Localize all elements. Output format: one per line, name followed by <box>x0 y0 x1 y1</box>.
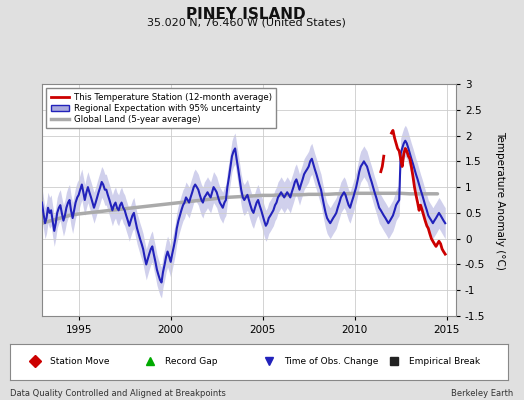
Text: Empirical Break: Empirical Break <box>409 357 480 366</box>
Legend: This Temperature Station (12-month average), Regional Expectation with 95% uncer: This Temperature Station (12-month avera… <box>46 88 276 128</box>
Text: 35.020 N, 76.460 W (United States): 35.020 N, 76.460 W (United States) <box>147 17 346 27</box>
Text: Record Gap: Record Gap <box>165 357 217 366</box>
Text: PINEY ISLAND: PINEY ISLAND <box>187 7 306 22</box>
Y-axis label: Temperature Anomaly (°C): Temperature Anomaly (°C) <box>495 130 505 270</box>
Text: Berkeley Earth: Berkeley Earth <box>451 389 514 398</box>
Text: Time of Obs. Change: Time of Obs. Change <box>285 357 379 366</box>
Text: Station Move: Station Move <box>50 357 110 366</box>
Text: Data Quality Controlled and Aligned at Breakpoints: Data Quality Controlled and Aligned at B… <box>10 389 226 398</box>
